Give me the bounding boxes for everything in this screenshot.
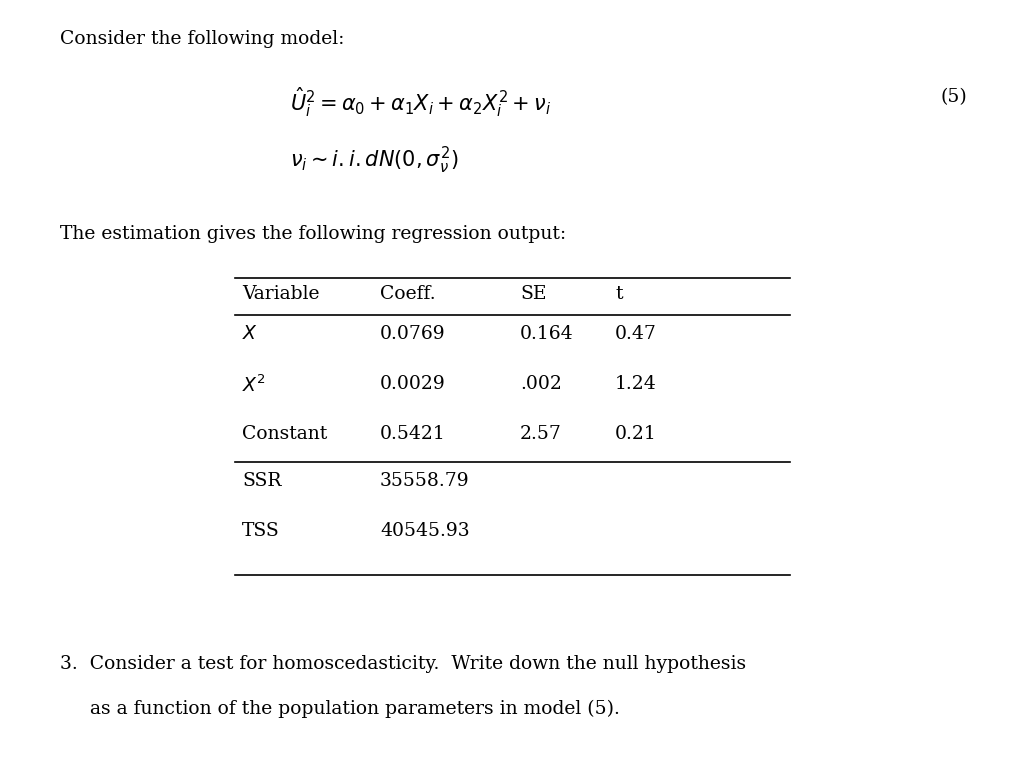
Text: SSR: SSR: [242, 472, 282, 490]
Text: 1.24: 1.24: [615, 375, 656, 393]
Text: $X$: $X$: [242, 325, 258, 343]
Text: $\hat{U}_i^2 = \alpha_0 + \alpha_1 X_i + \alpha_2 X_i^2 + \nu_i$: $\hat{U}_i^2 = \alpha_0 + \alpha_1 X_i +…: [290, 85, 551, 119]
Text: 0.0769: 0.0769: [380, 325, 445, 343]
Text: Constant: Constant: [242, 425, 328, 443]
Text: 0.21: 0.21: [615, 425, 656, 443]
Text: 0.0029: 0.0029: [380, 375, 445, 393]
Text: $X^2$: $X^2$: [242, 375, 266, 397]
Text: as a function of the population parameters in model (5).: as a function of the population paramete…: [60, 700, 620, 719]
Text: SE: SE: [520, 285, 547, 303]
Text: Variable: Variable: [242, 285, 319, 303]
Text: 2.57: 2.57: [520, 425, 562, 443]
Text: t: t: [615, 285, 623, 303]
Text: (5): (5): [940, 88, 967, 106]
Text: The estimation gives the following regression output:: The estimation gives the following regre…: [60, 225, 566, 243]
Text: 0.47: 0.47: [615, 325, 656, 343]
Text: 0.164: 0.164: [520, 325, 573, 343]
Text: $\nu_i \sim i.i.dN(0, \sigma_{\nu}^2)$: $\nu_i \sim i.i.dN(0, \sigma_{\nu}^2)$: [290, 145, 459, 177]
Text: Coeff.: Coeff.: [380, 285, 435, 303]
Text: .002: .002: [520, 375, 562, 393]
Text: TSS: TSS: [242, 522, 280, 540]
Text: 40545.93: 40545.93: [380, 522, 470, 540]
Text: 0.5421: 0.5421: [380, 425, 445, 443]
Text: Consider the following model:: Consider the following model:: [60, 30, 344, 48]
Text: 3.  Consider a test for homoscedasticity.  Write down the null hypothesis: 3. Consider a test for homoscedasticity.…: [60, 655, 746, 673]
Text: 35558.79: 35558.79: [380, 472, 470, 490]
